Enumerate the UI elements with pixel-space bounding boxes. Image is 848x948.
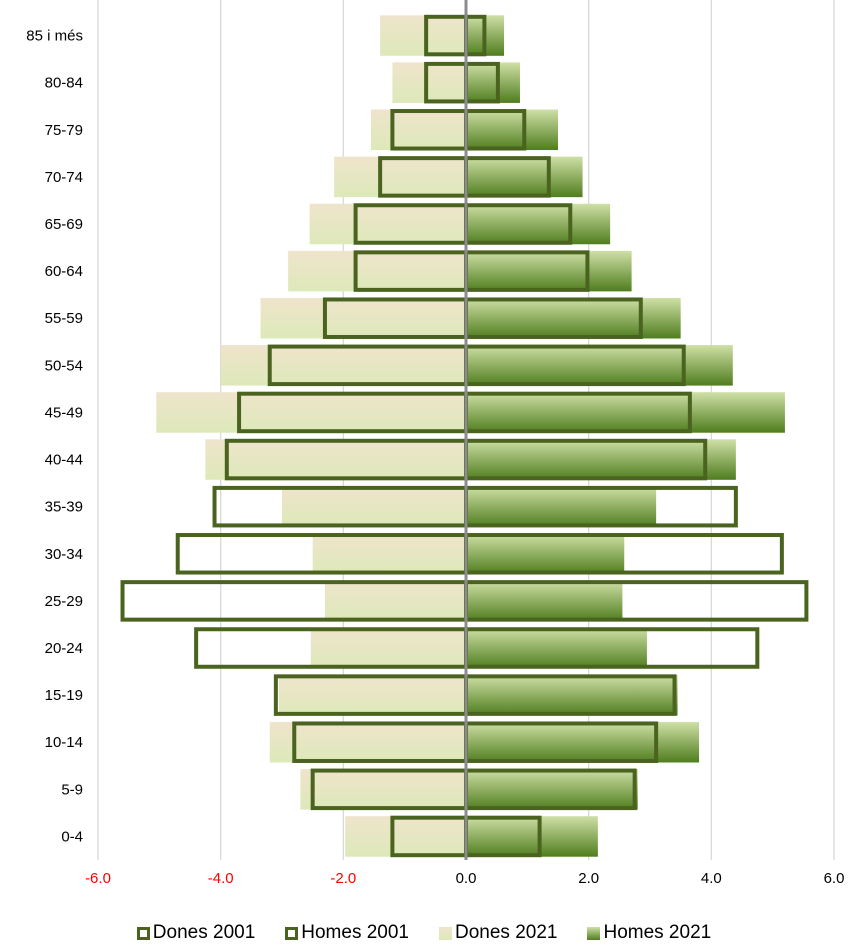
y-tick-5-9: 5-9 (61, 781, 83, 798)
bar-dones-2021-70-74 (334, 156, 466, 198)
legend-swatch-homes-2001 (285, 926, 299, 940)
y-tick-30-34: 30-34 (45, 546, 83, 563)
y-tick-labels: 0-4 5-9 10-14 15-19 20-24 25-29 30-34 35-39 40-4… (26, 28, 83, 846)
y-tick-40-44: 40-44 (45, 452, 83, 469)
y-tick-50-54: 50-54 (45, 357, 83, 374)
bar-homes-2021-75-79 (466, 109, 558, 151)
legend-item-homes-2021: Homes 2021 (587, 922, 711, 944)
y-tick-25-29: 25-29 (45, 593, 83, 610)
y-tick-15-19: 15-19 (45, 687, 83, 704)
legend-label-homes-2021: Homes 2021 (603, 922, 712, 943)
bars-2001 (120, 14, 809, 858)
y-tick-75-79: 75-79 (45, 122, 83, 139)
bar-homes-2021-30-34 (466, 533, 625, 575)
bar-dones-2021-35-39 (282, 486, 466, 527)
bar-homes-2021-60-64 (466, 250, 632, 292)
bar-dones-2021-15-19 (278, 674, 466, 716)
x-tick--6-0: -6.0 (85, 870, 111, 887)
bar-dones-2021-10-14 (269, 721, 466, 763)
bar-homes-2021-20-24 (466, 627, 647, 669)
legend-item-homes-2001: Homes 2001 (285, 922, 409, 944)
y-tick-35-39: 35-39 (45, 499, 83, 516)
legend-swatch-dones-2021 (439, 926, 452, 940)
bar-dones-2021-5-9 (300, 769, 466, 810)
x-tick-2-0: 2.0 (578, 870, 599, 887)
legend-swatch-dones-2001 (136, 926, 150, 940)
bar-dones-2021-85-i-m-s (380, 15, 466, 56)
x-tick--2-0: -2.0 (330, 870, 356, 887)
bar-dones-2021-20-24 (310, 627, 466, 669)
y-tick-20-24: 20-24 (45, 640, 83, 657)
bar-homes-2021-0-4 (466, 816, 598, 857)
bar-homes-2021-70-74 (466, 156, 583, 198)
bar-homes-2021-10-14 (466, 721, 700, 763)
y-tick-80-84: 80-84 (45, 75, 83, 92)
bar-homes-2021-55-59 (466, 297, 681, 339)
bar-dones-2021-0-4 (345, 816, 466, 857)
bar-homes-2021-65-69 (466, 203, 611, 245)
x-tick--4-0: -4.0 (208, 870, 234, 887)
y-tick-45-49: 45-49 (45, 404, 83, 421)
bar-dones-2021-65-69 (309, 203, 466, 245)
bar-homes-2021-15-19 (466, 674, 678, 716)
legend-swatch-homes-2021 (587, 926, 601, 940)
bar-dones-2021-30-34 (312, 533, 466, 575)
bar-dones-2021-40-44 (205, 439, 467, 480)
x-tick-6-0: 6.0 (824, 870, 845, 887)
bar-homes-2021-40-44 (466, 439, 736, 480)
y-tick-85-i-m-s: 85 i més (26, 28, 83, 45)
bar-homes-2021-80-84 (466, 62, 520, 103)
bar-dones-2021-60-64 (288, 250, 466, 292)
y-tick-70-74: 70-74 (45, 169, 83, 186)
bar-dones-2021-80-84 (392, 62, 466, 103)
x-tick-labels: -6.0 -4.0 -2.0 0.0 2.0 4.0 6.0 (85, 870, 844, 887)
y-tick-60-64: 60-64 (45, 263, 83, 280)
x-tick-4-0: 4.0 (701, 870, 722, 887)
bar-dones-2021-55-59 (260, 297, 466, 339)
legend-item-dones-2001: Dones 2001 (136, 922, 256, 944)
bar-dones-2021-75-79 (370, 109, 466, 151)
x-tick-0-0: 0.0 (456, 870, 477, 887)
y-tick-0-4: 0-4 (61, 828, 83, 845)
legend-label-dones-2021: Dones 2021 (455, 922, 558, 943)
bars-2021 (156, 15, 785, 857)
bar-dones-2021-45-49 (156, 392, 466, 433)
bar-dones-2021-25-29 (324, 580, 466, 622)
legend-label-dones-2001: Dones 2001 (152, 922, 256, 943)
bar-homes-2021-45-49 (466, 392, 785, 433)
bar-homes-2021-25-29 (466, 580, 623, 622)
bar-dones-2021-50-54 (220, 345, 466, 386)
bar-homes-2021-35-39 (466, 486, 657, 527)
bar-homes-2021-5-9 (466, 769, 638, 810)
y-tick-55-59: 55-59 (45, 310, 83, 327)
bar-homes-2021-50-54 (466, 345, 733, 386)
legend-label-homes-2001: Homes 2001 (301, 922, 409, 943)
y-tick-10-14: 10-14 (45, 734, 83, 751)
y-tick-65-69: 65-69 (45, 216, 83, 233)
legend: Dones 2001 Homes 2001 Dones 2021 Homes 2… (0, 920, 848, 946)
legend-item-dones-2021: Dones 2021 (439, 922, 557, 944)
